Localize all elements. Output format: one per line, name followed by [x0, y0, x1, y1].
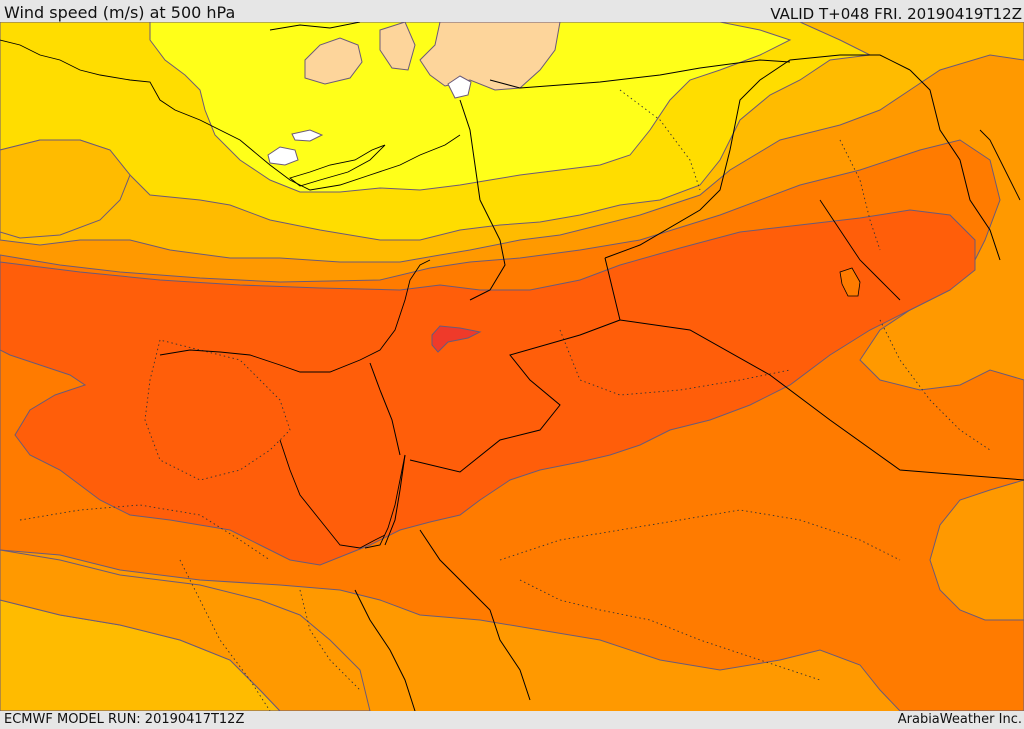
model-run-label: ECMWF MODEL RUN: 20190417T12Z [4, 712, 245, 727]
gulf-islands [839, 267, 861, 297]
band-orange-lower-left [0, 549, 371, 711]
gulf-of-aqaba [364, 454, 406, 549]
map-title: Wind speed (m/s) at 500 hPa [4, 3, 236, 22]
admin-boundaries [19, 89, 991, 711]
band-peach-1 [304, 37, 363, 85]
band-amber-lower-right [929, 479, 1024, 621]
map-footer: ECMWF MODEL RUN: 20190417T12Z ArabiaWeat… [0, 711, 1024, 729]
band-white-3 [447, 75, 472, 99]
wind-speed-map [0, 22, 1024, 711]
band-red-orange [0, 209, 976, 566]
coastlines [0, 22, 1021, 549]
map-header: Wind speed (m/s) at 500 hPa VALID T+048 … [0, 0, 1024, 23]
band-peach-2 [379, 22, 416, 71]
valid-time-label: VALID T+048 FRI. 20190419T12Z [770, 5, 1022, 23]
band-white-2 [291, 129, 324, 142]
national-borders [354, 54, 1024, 711]
band-red-spot [431, 325, 482, 353]
band-white-1 [267, 146, 299, 166]
cyprus-outline [289, 144, 386, 187]
band-peach-3 [419, 22, 561, 91]
band-amber-left [0, 139, 131, 239]
credit-label: ArabiaWeather Inc. [897, 712, 1022, 727]
